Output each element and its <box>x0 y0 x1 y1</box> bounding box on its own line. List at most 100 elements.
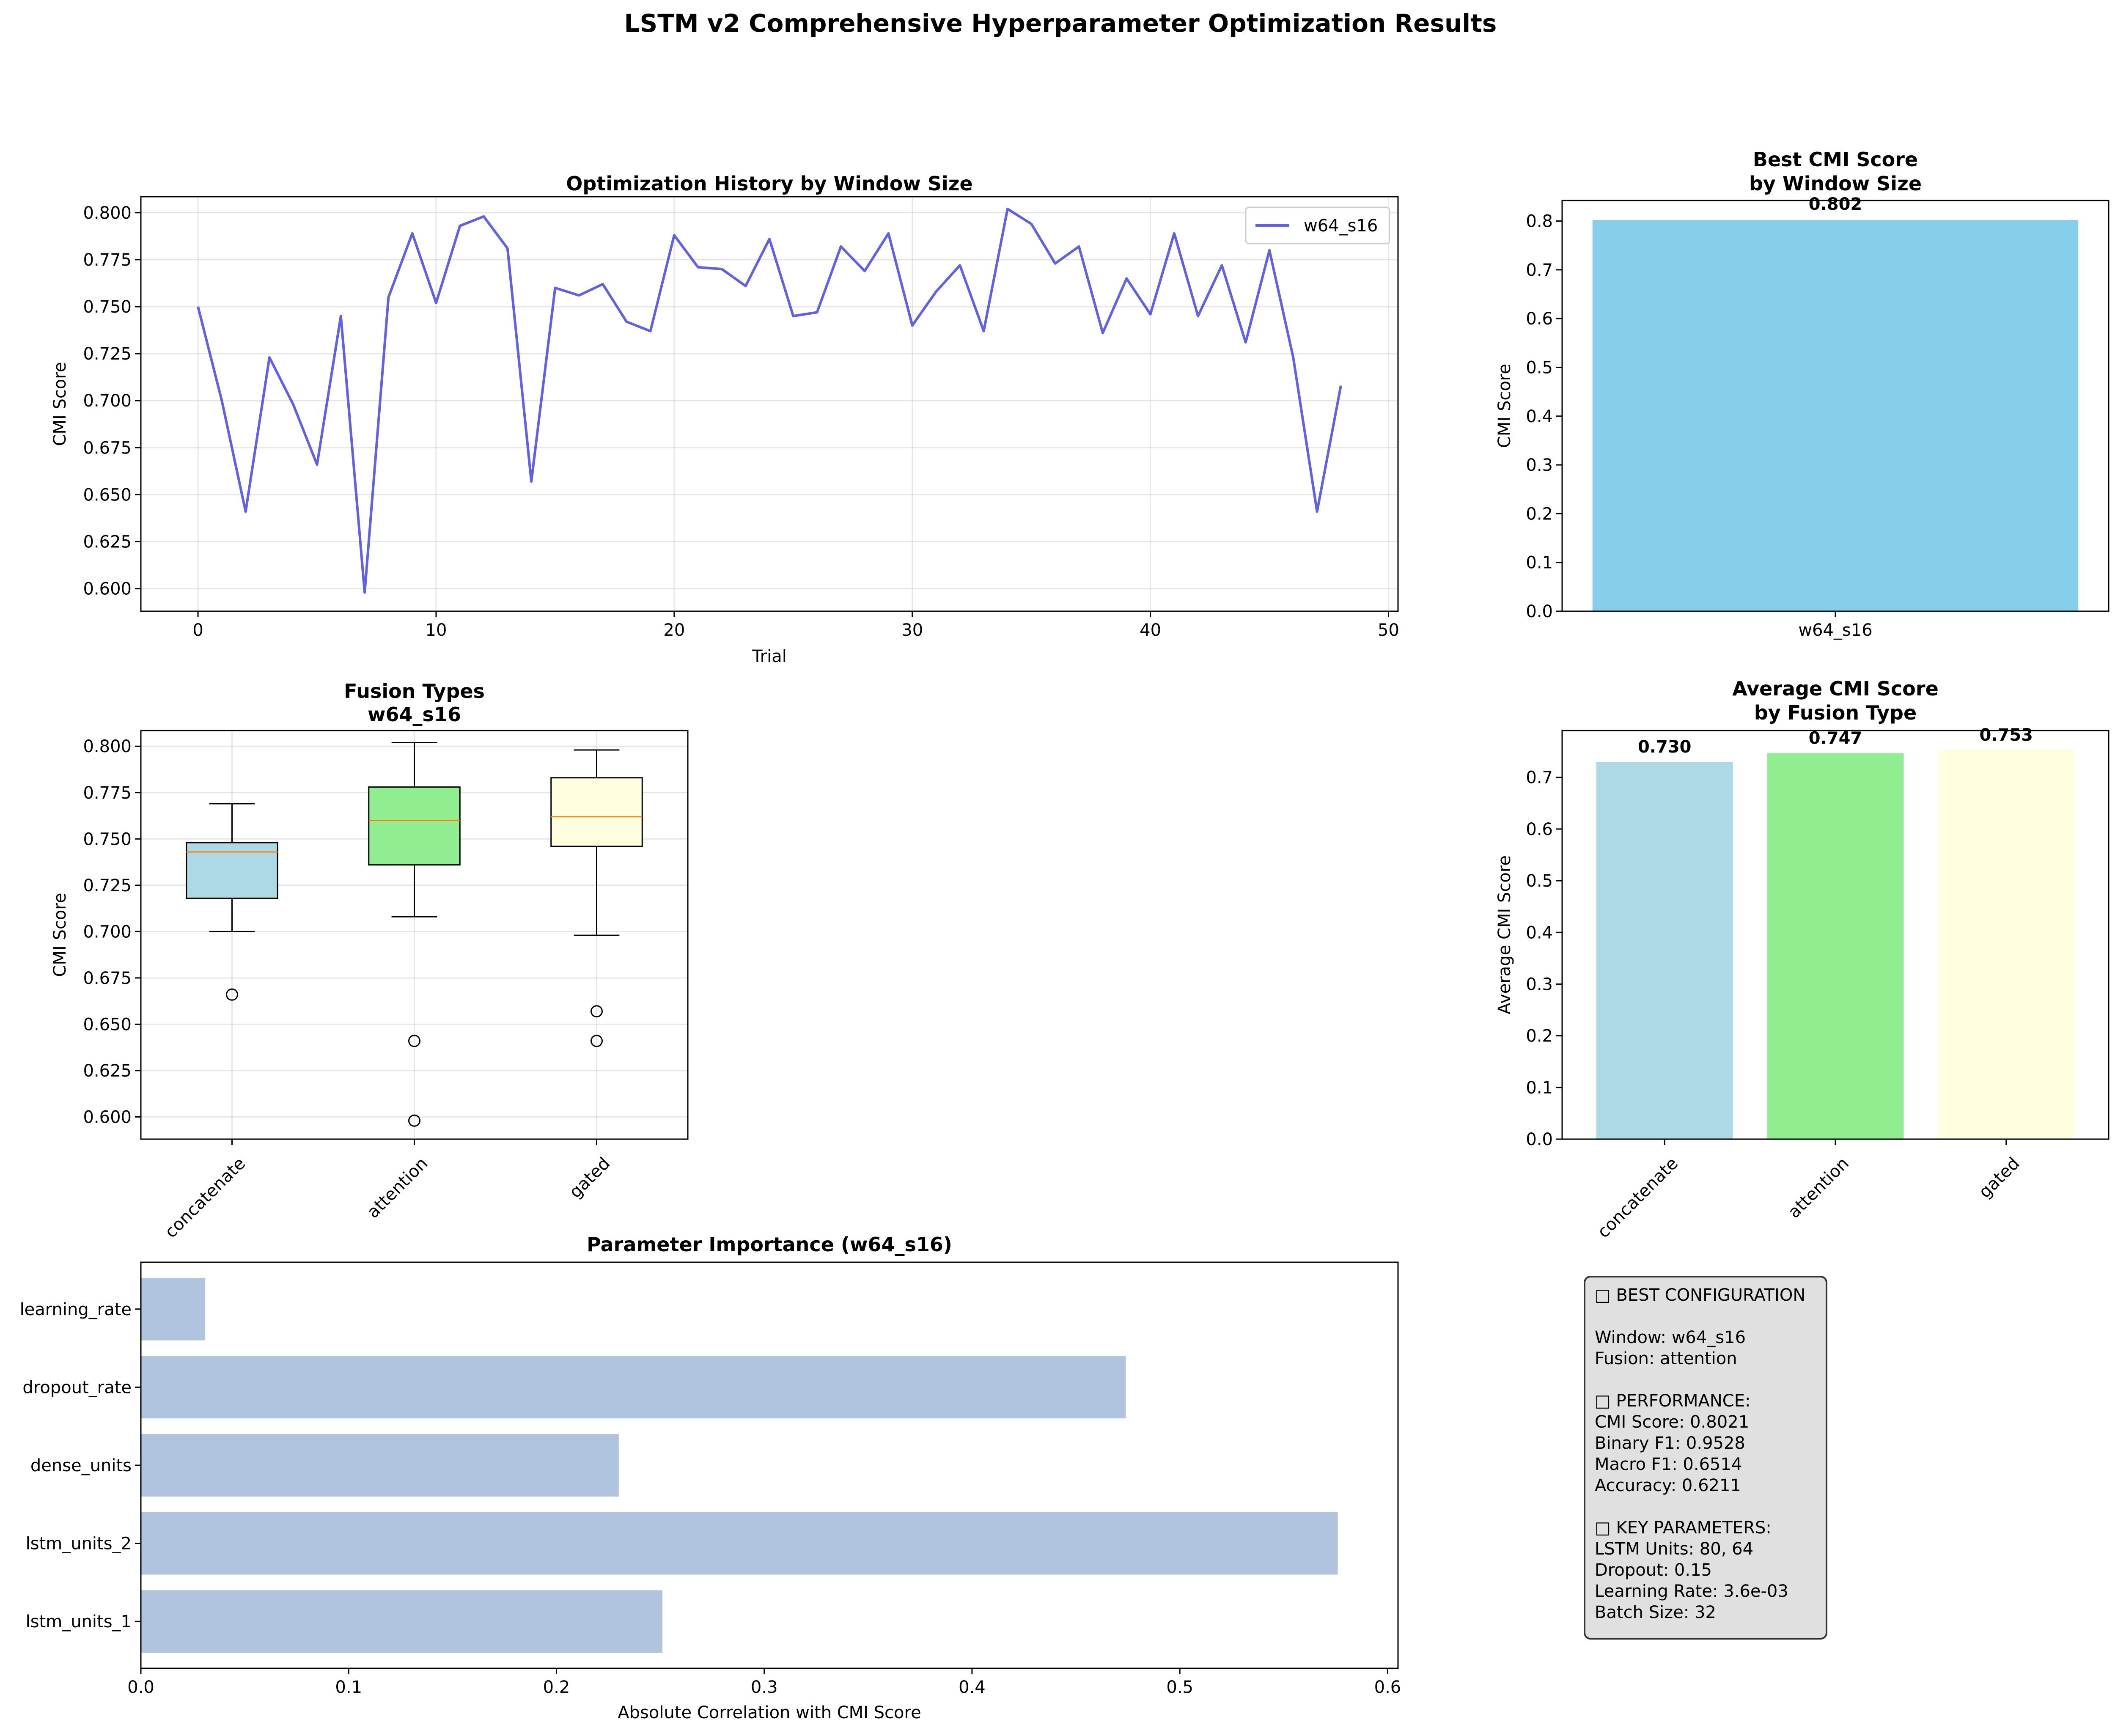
bar-value-label: 0.747 <box>1809 728 1862 748</box>
y-axis-label: CMI Score <box>50 893 70 977</box>
x-tick-label: 20 <box>663 621 685 640</box>
summary-text: □ BEST CONFIGURATION Window: w64_s16 Fusio… <box>1595 1286 1805 1622</box>
x-tick-label: 0 <box>192 621 203 640</box>
box-iqr <box>186 842 278 899</box>
summary-line: Fusion: attention <box>1595 1349 1737 1368</box>
y-tick-label: 0.3 <box>1526 975 1553 994</box>
y-tick-label: dropout_rate <box>22 1378 132 1397</box>
y-tick-label: 0.750 <box>83 297 132 317</box>
summary-box-background <box>1584 1276 1827 1640</box>
panel-title-line: Best CMI Score <box>1753 148 1918 171</box>
summary-line: □ PERFORMANCE: <box>1595 1391 1750 1411</box>
bar-w64_s16 <box>1592 220 2079 611</box>
y-tick-label: 0.2 <box>1526 504 1553 524</box>
y-tick-label: 0.3 <box>1526 456 1553 475</box>
panel-title-line: by Window Size <box>1749 172 1922 195</box>
y-tick-label: 0.0 <box>1526 602 1553 621</box>
bar-attention <box>1767 753 1904 1139</box>
y-tick-label: 0.6 <box>1526 820 1553 839</box>
bar-dense_units <box>141 1434 619 1497</box>
bar-value-label: 0.730 <box>1638 737 1692 757</box>
outlier-point <box>226 988 238 1001</box>
x-tick-label: 50 <box>1378 621 1399 640</box>
y-tick-label: 0.600 <box>83 1107 132 1127</box>
axes-frame <box>1561 730 2110 1140</box>
axes-frame <box>140 1261 1399 1669</box>
x-axis-label: Trial <box>752 647 787 666</box>
y-tick-label: 0.800 <box>83 737 132 756</box>
legend-box <box>1245 206 1390 244</box>
y-tick-label: lstm_units_2 <box>26 1534 132 1554</box>
x-tick-label: 40 <box>1140 621 1161 640</box>
series-line-w64-s16 <box>197 207 1342 594</box>
x-tick-label: 0.4 <box>959 1678 986 1697</box>
axes-frame <box>1561 200 2110 612</box>
y-axis-label: CMI Score <box>1495 364 1514 448</box>
y-tick-label: 0.675 <box>83 969 132 988</box>
y-tick-label: 0.5 <box>1526 871 1553 891</box>
panel-title: Best CMI Score by Window Size <box>1749 148 1922 195</box>
outlier-point <box>591 1035 603 1047</box>
y-tick-label: 0.1 <box>1526 553 1553 573</box>
y-tick-label: dense_units <box>30 1456 132 1475</box>
average-cmi-by-fusion-chart: 0.00.10.20.30.40.50.60.70.730concatenate… <box>1495 677 2110 1242</box>
panel-title: Parameter Importance (w64_s16) <box>587 1233 952 1256</box>
y-tick-label: 0.625 <box>83 533 132 552</box>
y-tick-label: 0.700 <box>83 391 132 411</box>
summary-line: Macro F1: 0.6514 <box>1595 1455 1742 1474</box>
y-tick-label: 0.725 <box>83 876 132 895</box>
y-tick-label: 0.0 <box>1526 1130 1553 1149</box>
figure-title: LSTM v2 Comprehensive Hyperparameter Opt… <box>624 9 1497 38</box>
y-tick-label: 0.7 <box>1526 768 1553 788</box>
y-tick-label: 0.650 <box>83 1015 132 1034</box>
summary-line: Binary F1: 0.9528 <box>1595 1434 1745 1453</box>
y-axis-label: CMI Score <box>50 362 70 446</box>
y-tick-label: 0.650 <box>83 485 132 505</box>
y-tick-label: 0.600 <box>83 580 132 599</box>
summary-line: □ KEY PARAMETERS: <box>1595 1518 1772 1538</box>
y-tick-label: 0.750 <box>83 830 132 849</box>
y-tick-label: 0.775 <box>83 783 132 803</box>
summary-line: Accuracy: 0.6211 <box>1595 1476 1741 1495</box>
bar-value-label: 0.802 <box>1809 195 1862 214</box>
bar-dropout_rate <box>141 1356 1126 1419</box>
panel-title-line: Fusion Types <box>344 680 485 703</box>
x-tick-label: 0.1 <box>335 1678 362 1697</box>
panel-title: Average CMI Score by Fusion Type <box>1732 677 1939 724</box>
y-tick-label: 0.675 <box>83 438 132 458</box>
x-tick-label: 0.6 <box>1374 1678 1401 1697</box>
axes-frame <box>140 730 689 1140</box>
bar-lstm_units_2 <box>141 1512 1338 1575</box>
bar-value-label: 0.753 <box>1979 725 2033 745</box>
best-cmi-by-window-chart: 0.0 0.1 0.2 0.3 0.4 0.5 0.6 0.7 0.8 0.802 w64_s16 B… <box>1495 148 2110 640</box>
optimization-history-chart: 0 10 20 30 40 50 0.600 0.625 0.650 0.675 0.700 0.72… <box>50 172 1399 666</box>
legend-label: w64_s16 <box>1304 216 1378 236</box>
bar-gated <box>1938 750 2075 1139</box>
x-tick-label: 0.2 <box>543 1678 570 1697</box>
panel-title-line: w64_s16 <box>368 703 461 726</box>
bar-lstm_units_1 <box>141 1590 663 1653</box>
box-gated <box>550 749 643 1047</box>
y-tick-label: 0.1 <box>1526 1078 1553 1098</box>
y-tick-label: 0.7 <box>1526 261 1553 280</box>
summary-line: Learning Rate: 3.6e-03 <box>1595 1582 1788 1601</box>
y-tick-label: 0.8 <box>1526 212 1553 231</box>
summary-line: CMI Score: 0.8021 <box>1595 1412 1749 1432</box>
panel-title: Optimization History by Window Size <box>566 172 972 195</box>
outlier-point <box>408 1114 420 1127</box>
y-tick-label: 0.4 <box>1526 923 1553 942</box>
y-tick-label: 0.625 <box>83 1061 132 1081</box>
x-tick-label: 30 <box>901 621 923 640</box>
y-tick-label: learning_rate <box>20 1300 132 1319</box>
x-tick-label: 0.0 <box>127 1678 154 1697</box>
bar-concatenate <box>1596 762 1733 1139</box>
panel-title-line: Average CMI Score <box>1732 677 1939 700</box>
summary-line: Batch Size: 32 <box>1595 1603 1716 1622</box>
x-tick-label: 0.3 <box>751 1678 778 1697</box>
y-axis-label: Average CMI Score <box>1495 855 1514 1014</box>
y-tick-label: 0.800 <box>83 203 132 223</box>
bar-learning_rate <box>141 1277 206 1340</box>
summary-line: Dropout: 0.15 <box>1595 1560 1712 1580</box>
x-axis-label: Absolute Correlation with CMI Score <box>618 1703 921 1722</box>
outlier-point <box>408 1035 420 1047</box>
